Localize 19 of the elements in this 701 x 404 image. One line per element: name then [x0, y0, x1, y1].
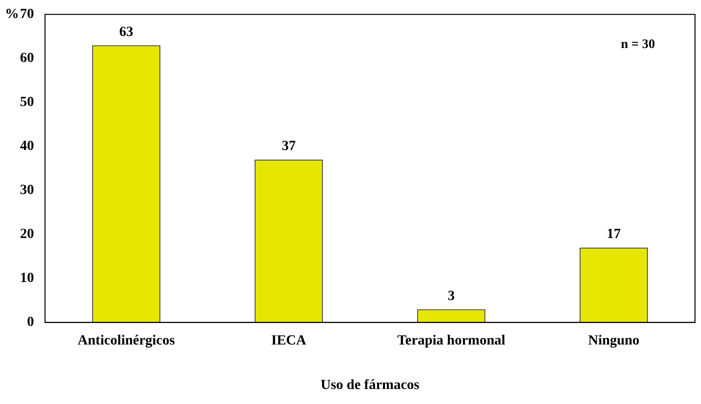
data-label: 37	[282, 139, 296, 154]
y-tick-label: 40	[20, 139, 34, 154]
y-tick-label: 10	[20, 271, 34, 286]
data-label: 3	[448, 288, 455, 304]
data-label: 17	[606, 227, 621, 242]
annotation: n = 30	[620, 36, 655, 51]
y-tick-label: 50	[20, 95, 34, 110]
x-axis-title: Uso de fármacos	[320, 378, 420, 394]
y-axis-title: %	[5, 7, 19, 22]
x-tick-label: Ninguno	[588, 333, 640, 348]
y-tick-label: 60	[20, 51, 34, 66]
y-tick-label: 70	[20, 7, 34, 22]
x-tick-label: Anticolinérgicos	[78, 333, 176, 348]
y-tick-label: 20	[20, 227, 34, 242]
data-label: 63	[119, 24, 134, 40]
y-tick-label: 0	[27, 315, 34, 330]
x-tick-label: Terapia hormonal	[397, 333, 506, 348]
y-tick-label: 30	[20, 183, 34, 198]
x-tick-label: IECA	[271, 333, 308, 348]
